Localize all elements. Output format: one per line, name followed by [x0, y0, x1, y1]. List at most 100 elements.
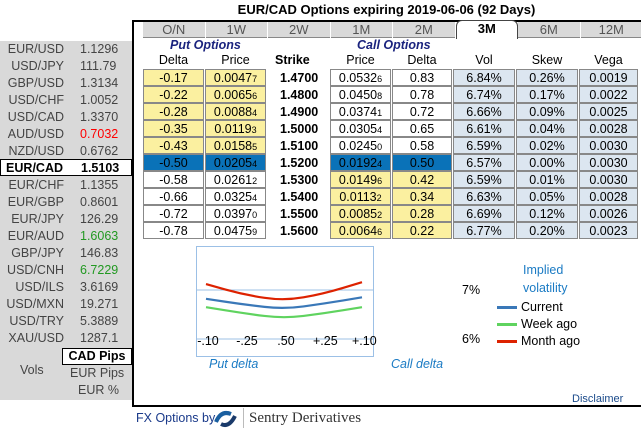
currency-pair-row[interactable]: USD/TRY 5.3889: [0, 313, 132, 330]
vega-value: 0.0023: [589, 224, 628, 238]
skew-cell: 0.20%: [516, 222, 578, 239]
disclaimer-link[interactable]: Disclaimer: [572, 393, 624, 405]
currency-pair-row[interactable]: EUR/JPY 126.29: [0, 211, 132, 228]
vol-value: 6.74%: [466, 88, 502, 102]
vega-cell: 0.0019: [579, 69, 638, 86]
put-price-cell: 0.01193: [205, 120, 266, 137]
currency-pair-row[interactable]: EUR/CAD 1.5103: [0, 159, 132, 176]
vega-cell: 0.0026: [579, 205, 638, 222]
header-call-price: Price: [346, 53, 375, 67]
pair-rate: 1.6063: [80, 229, 119, 243]
put-delta-cell: -0.43: [143, 137, 204, 154]
put-delta-value: -0.66: [159, 190, 188, 204]
currency-pair-row[interactable]: XAU/USD 1287.1: [0, 330, 132, 347]
skew-cell: 0.02%: [516, 137, 578, 154]
tab-2w[interactable]: 2W: [268, 22, 330, 38]
x-tick-label: -.10: [197, 334, 219, 348]
call-price-last-digit: 4: [377, 159, 383, 169]
call-delta-cell: 0.42: [392, 171, 452, 188]
skew-cell: 0.09%: [516, 103, 578, 120]
currency-pair-row[interactable]: USD/JPY 111.79: [0, 58, 132, 75]
legend-swatch: [497, 306, 517, 310]
call-delta-value: 0.58: [409, 139, 435, 153]
put-delta-value: -0.43: [159, 139, 188, 153]
sentry-logo-icon: [214, 411, 237, 427]
put-delta-cell: -0.28: [143, 103, 204, 120]
put-price-last-digit: 4: [252, 108, 258, 118]
call-delta-cell: 0.34: [392, 188, 452, 205]
pair-rate: 0.7032: [80, 127, 119, 141]
pair-rate: 3.6169: [80, 280, 119, 294]
put-delta-cell: -0.17: [143, 69, 204, 86]
vol-value: 6.61%: [466, 122, 502, 136]
currency-pair-row[interactable]: EUR/AUD 1.6063: [0, 228, 132, 245]
call-price-value: 0.0149: [338, 173, 378, 187]
skew-value: 0.01%: [529, 173, 565, 187]
put-price-value: 0.0047: [213, 71, 253, 85]
currency-pair-row[interactable]: EUR/CHF 1.1355: [0, 177, 132, 194]
currency-pair-row[interactable]: AUD/USD 0.7032: [0, 126, 132, 143]
cad-pips-option[interactable]: CAD Pips: [62, 348, 132, 365]
tab-2m[interactable]: 2M: [393, 22, 455, 38]
vega-value: 0.0028: [589, 190, 628, 204]
put-price-cell: 0.03970: [205, 205, 266, 222]
tab-12m[interactable]: 12M: [580, 22, 641, 38]
put-price-last-digit: 2: [252, 176, 258, 186]
currency-pair-row[interactable]: USD/CNH 6.7229: [0, 262, 132, 279]
skew-cell: 0.00%: [516, 154, 578, 171]
currency-pair-row[interactable]: GBP/USD 1.3134: [0, 75, 132, 92]
call-delta-value: 0.83: [409, 71, 435, 85]
pair-rate: 1287.1: [80, 331, 119, 345]
skew-cell: 0.01%: [516, 171, 578, 188]
tab-6m[interactable]: 6M: [518, 22, 580, 38]
page-title: EUR/CAD Options expiring 2019-06-06 (92 …: [237, 2, 536, 17]
header-put-price: Price: [221, 53, 250, 67]
strike-cell: 1.4800: [280, 88, 319, 102]
vol-value: 6.69%: [466, 207, 502, 221]
currency-pair-row[interactable]: EUR/USD 1.1296: [0, 41, 132, 58]
call-price-cell: 0.01132: [330, 188, 391, 205]
header-call-delta: Delta: [407, 53, 437, 67]
currency-pair-row[interactable]: EUR/GBP 0.8601: [0, 194, 132, 211]
pair-name: NZD/USD: [8, 144, 64, 158]
options-panel: [132, 20, 641, 407]
pair-name: EUR/CAD: [6, 161, 63, 175]
eur-pips-option[interactable]: EUR Pips: [70, 366, 125, 380]
vol-value: 6.66%: [466, 105, 502, 119]
pair-rate: 1.0052: [80, 93, 119, 107]
currency-pair-row[interactable]: NZD/USD 0.6762: [0, 143, 132, 160]
currency-pair-row[interactable]: USD/MXN 19.271: [0, 296, 132, 313]
put-price-value: 0.0158: [213, 139, 253, 153]
put-price-value: 0.0397: [213, 207, 253, 221]
tab-on[interactable]: O/N: [143, 22, 205, 38]
skew-cell: 0.05%: [516, 188, 578, 205]
vol-cell: 6.57%: [453, 154, 515, 171]
currency-pair-row[interactable]: USD/ILS 3.6169: [0, 279, 132, 296]
skew-cell: 0.04%: [516, 120, 578, 137]
put-options-label: Put Options: [170, 38, 241, 52]
vega-value: 0.0030: [589, 139, 628, 153]
pair-rate: 5.3889: [80, 314, 119, 328]
call-delta-cell: 0.28: [392, 205, 452, 222]
pair-rate: 111.79: [80, 59, 117, 73]
put-price-value: 0.0119: [214, 122, 252, 136]
put-price-cell: 0.01585: [205, 137, 266, 154]
call-price-cell: 0.05326: [330, 69, 391, 86]
tab-3m[interactable]: 3M: [455, 20, 518, 39]
call-price-cell: 0.03741: [330, 103, 391, 120]
call-price-last-digit: 2: [376, 193, 382, 203]
currency-pair-row[interactable]: GBP/JPY 146.83: [0, 245, 132, 262]
put-price-last-digit: 5: [252, 142, 258, 152]
tab-1w[interactable]: 1W: [205, 22, 267, 38]
currency-pair-row[interactable]: USD/CAD 1.3370: [0, 109, 132, 126]
pair-name: EUR/JPY: [11, 212, 64, 226]
header-skew: Skew: [531, 53, 563, 67]
x-tick-label: +.10: [352, 334, 377, 348]
eur-percent-option[interactable]: EUR %: [78, 383, 119, 397]
vol-cell: 6.74%: [453, 86, 515, 103]
currency-pair-row[interactable]: USD/CHF 1.0052: [0, 92, 132, 109]
pair-rate: 1.1355: [80, 178, 119, 192]
put-price-cell: 0.00477: [205, 69, 266, 86]
pair-name: EUR/CHF: [8, 178, 64, 192]
tab-1m[interactable]: 1M: [330, 22, 392, 38]
